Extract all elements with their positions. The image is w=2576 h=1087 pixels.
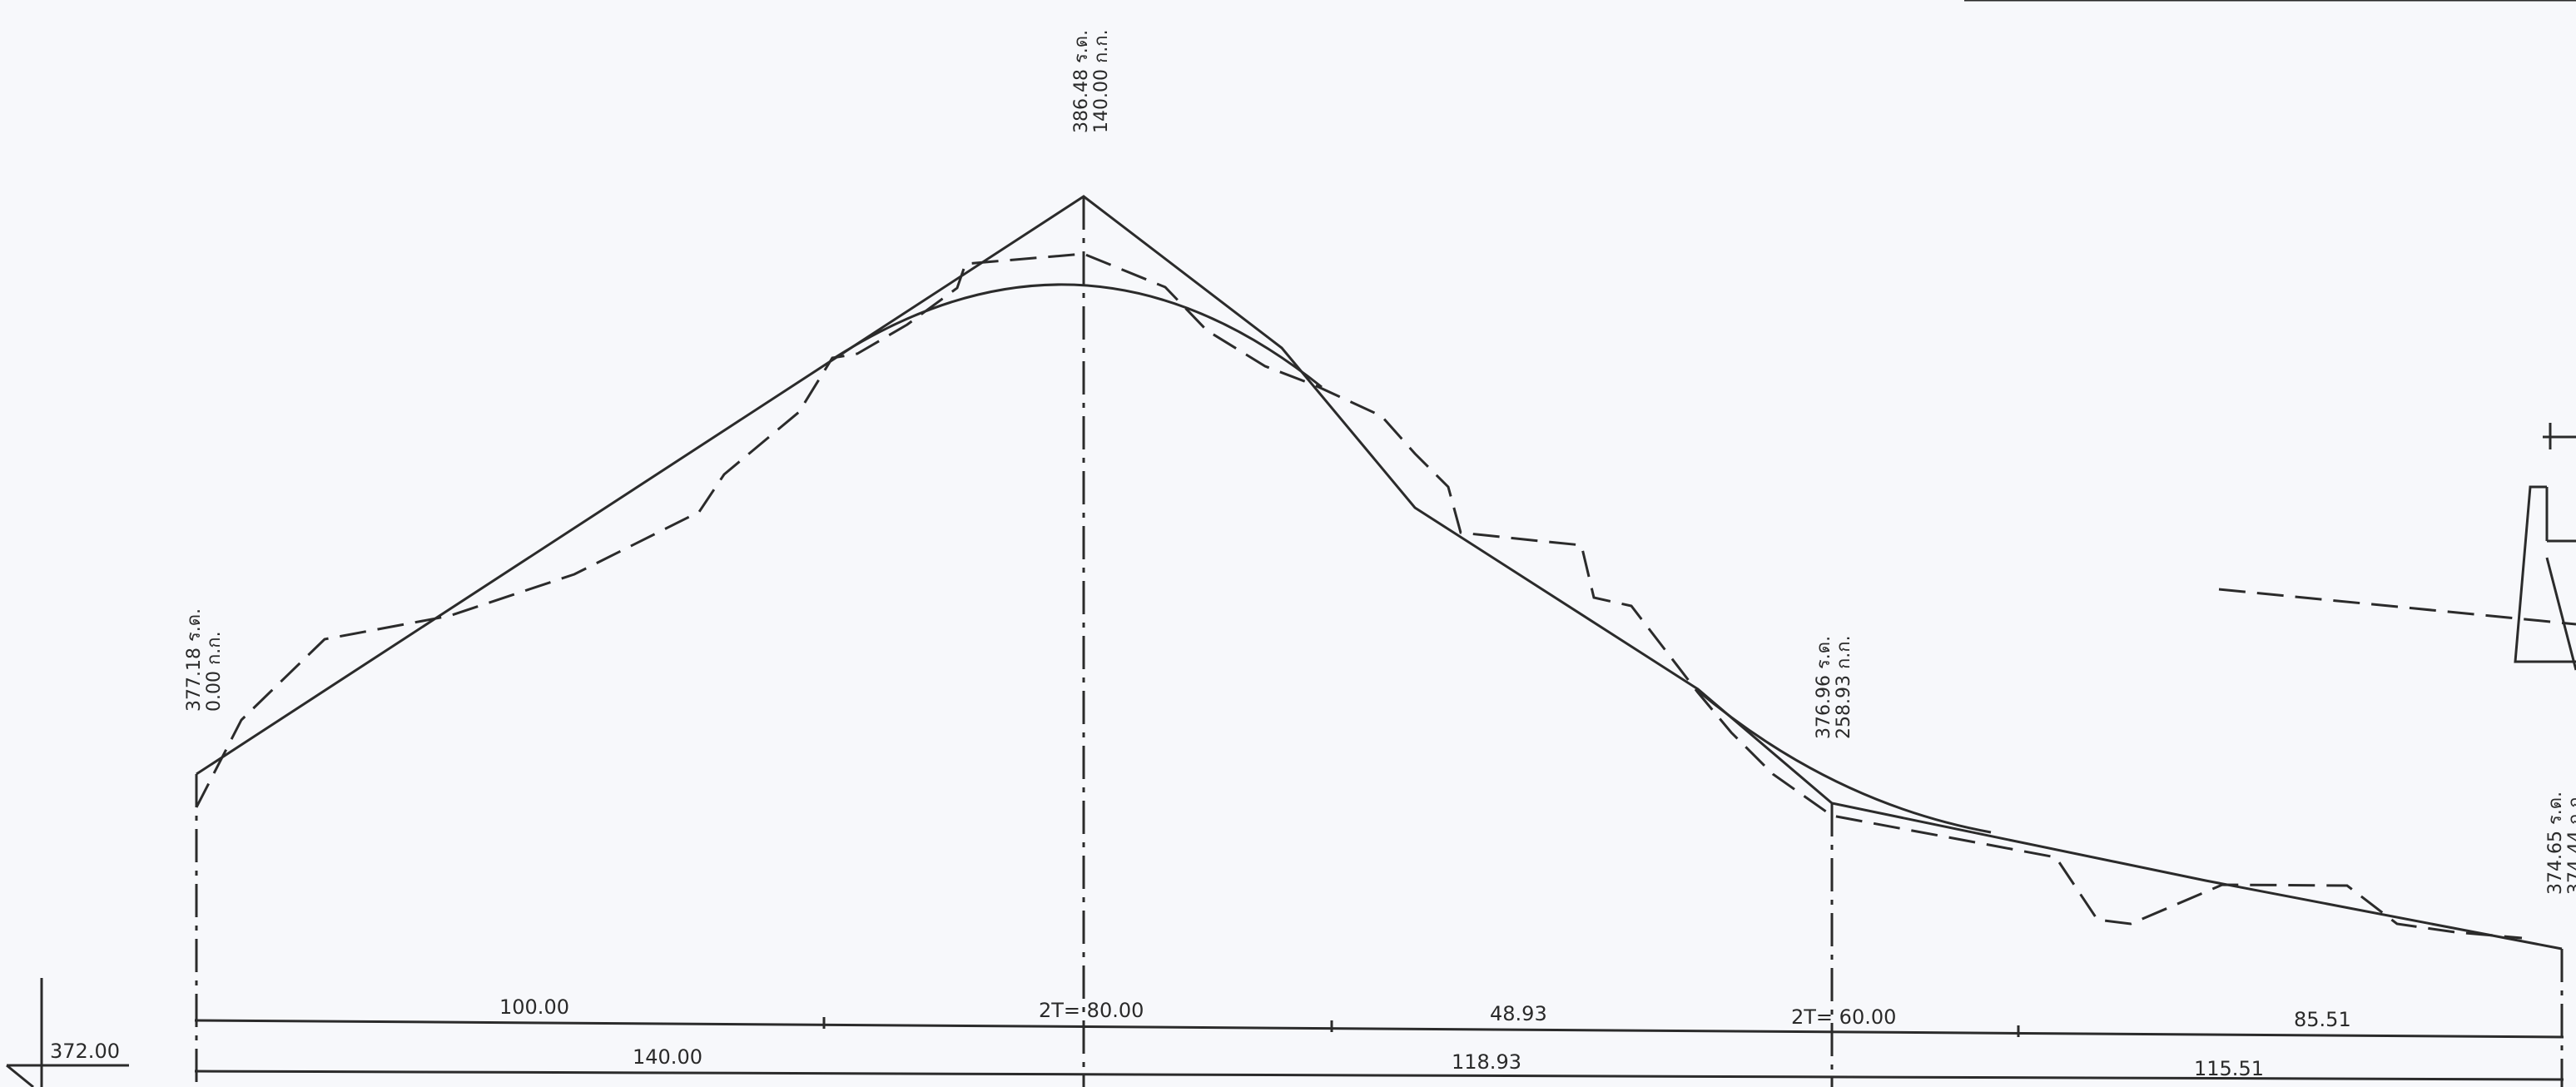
- dim-top-2: 2T= 80.00: [1039, 999, 1144, 1022]
- dim-bottom-3: 115.51: [2194, 1057, 2264, 1080]
- dim-bottom-1: 140.00: [633, 1045, 702, 1069]
- culvert-diag: [2545, 557, 2576, 671]
- station-label: 0.00 ก.ก.: [204, 631, 225, 712]
- side-dashed-line: [2218, 588, 2576, 626]
- design-grade-line: [196, 195, 2563, 951]
- dim-top-4: 2T= 60.00: [1791, 1005, 1896, 1029]
- dim-top-1: 100.00: [499, 995, 569, 1019]
- vertical-curve-1: [830, 283, 1323, 389]
- point-label-2: 386.48 ร.ด. 140.00 ก.ก.: [1071, 29, 1112, 133]
- existing-ground-line: [195, 252, 2523, 940]
- culvert-shape: [2514, 485, 2576, 663]
- point-label-1: 377.18 ร.ด. 0.00 ก.ก.: [184, 608, 225, 712]
- vertical-curve-2: [1697, 689, 1992, 834]
- dimension-line-bottom: [194, 1070, 2564, 1081]
- dim-bottom-2: 118.93: [1452, 1050, 1521, 1074]
- dim-top-3: 48.93: [1490, 1002, 1547, 1025]
- elevation-label: 377.18 ร.ด.: [184, 608, 205, 712]
- point-label-3: 376.96 ร.ด. 258.93 ก.ก.: [1814, 635, 1854, 739]
- dimension-line-top: [194, 1019, 2564, 1039]
- station-label: 140.00 ก.ก.: [1091, 29, 1112, 133]
- point-label-4: 374.65 ร.ด. 374.44 ก.ก.: [2545, 791, 2576, 895]
- station-label: 258.93 ก.ก.: [1834, 635, 1854, 739]
- datum-triangle: [6, 1064, 34, 1087]
- elevation-label: 386.48 ร.ด.: [1071, 30, 1092, 133]
- elevation-label: 376.96 ร.ด.: [1814, 636, 1834, 739]
- dim-top-5: 85.51: [2294, 1008, 2351, 1031]
- elevation-label: 374.65 ร.ด.: [2545, 792, 2566, 895]
- datum-label: 372.00: [50, 1040, 120, 1063]
- station-label: 374.44 ก.ก.: [2565, 791, 2576, 895]
